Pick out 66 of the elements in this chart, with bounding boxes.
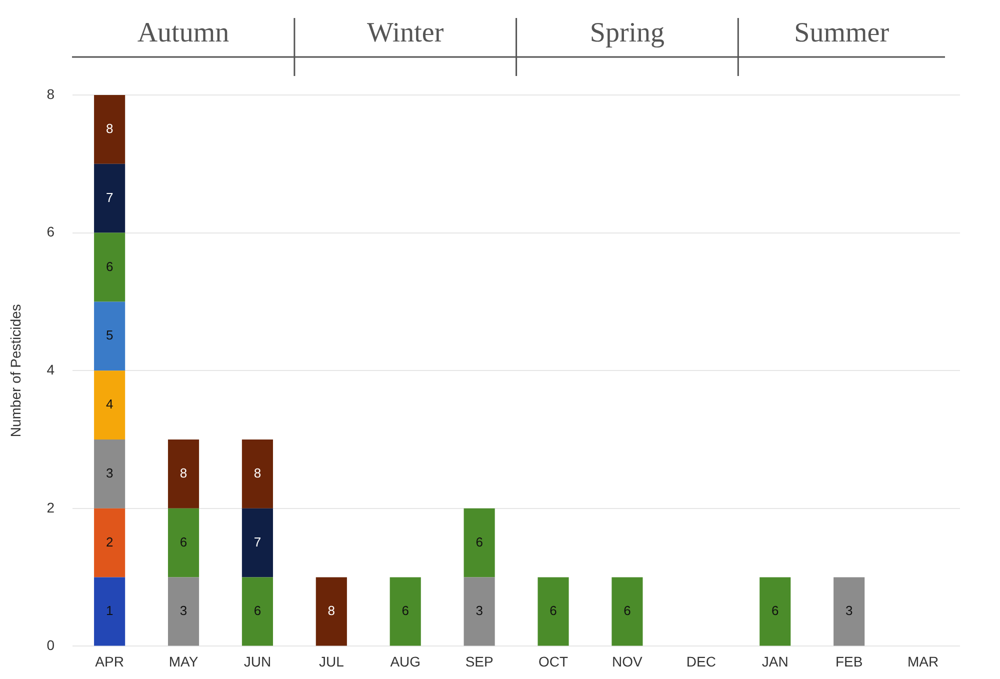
x-tick-label: FEB [835, 653, 863, 670]
x-tick-label: MAR [907, 653, 939, 670]
bar [834, 577, 865, 646]
series-label: 7 [106, 190, 114, 205]
bar [94, 95, 126, 164]
x-tick-label: MAY [168, 653, 199, 670]
text: 8 [254, 466, 262, 481]
text: Autumn [137, 17, 230, 48]
x-tick-label: JUL [318, 653, 344, 670]
text: 6 [550, 603, 557, 618]
text: 6 [254, 603, 262, 618]
bar [612, 577, 643, 646]
x-tick-label: JAN [762, 653, 788, 670]
series-label: 8 [106, 121, 114, 136]
bar [464, 508, 495, 578]
text: 8 [180, 466, 188, 481]
y-tick-label: 6 [46, 224, 55, 240]
x-tick-label: AUG [390, 653, 421, 670]
text: 3 [180, 603, 188, 618]
bar [242, 440, 273, 508]
x-tick-label: NOV [612, 653, 644, 670]
series-label: 5 [106, 328, 114, 343]
x-tick-label: DEC [686, 653, 716, 670]
text: 6 [106, 258, 114, 274]
text: 6 [624, 603, 631, 618]
text: 6 [180, 534, 188, 550]
series-label: 4 [106, 396, 114, 412]
bar [316, 577, 347, 646]
bar [94, 370, 126, 440]
bar [760, 577, 791, 646]
text: 3 [845, 603, 853, 618]
y-tick-label: 4 [46, 361, 55, 378]
series-label: 6 [402, 603, 409, 618]
text: Summer [794, 17, 890, 48]
text: 8 [328, 603, 336, 618]
y-axis-title: Number of Pesticides [7, 304, 24, 438]
x-tick-label: OCT [538, 653, 568, 670]
bar [94, 508, 126, 578]
bar [94, 302, 126, 371]
bar [168, 577, 200, 646]
text: 7 [254, 534, 262, 550]
series-label: 1 [106, 603, 114, 618]
text: 6 [772, 603, 779, 618]
bar [464, 577, 495, 646]
x-tick-label: JUN [244, 653, 272, 670]
text: 3 [106, 466, 114, 481]
y-tick-label: 8 [46, 86, 55, 102]
bar [242, 577, 273, 646]
text: Spring [590, 17, 665, 48]
bar [538, 577, 569, 646]
series-label: 2 [106, 534, 114, 550]
x-tick-label: APR [95, 653, 124, 670]
bar [94, 577, 126, 646]
bar [94, 164, 126, 233]
bar [94, 440, 126, 508]
x-tick-label: SEP [465, 653, 494, 670]
bar [168, 440, 200, 508]
bar [242, 508, 273, 578]
series-label: 3 [476, 603, 483, 618]
text: 6 [476, 534, 483, 550]
bar [390, 577, 421, 646]
y-tick-label: 2 [46, 499, 55, 516]
text: Winter [367, 17, 444, 48]
bar [168, 508, 200, 578]
y-tick-label: 0 [46, 637, 55, 654]
bar [94, 232, 126, 302]
